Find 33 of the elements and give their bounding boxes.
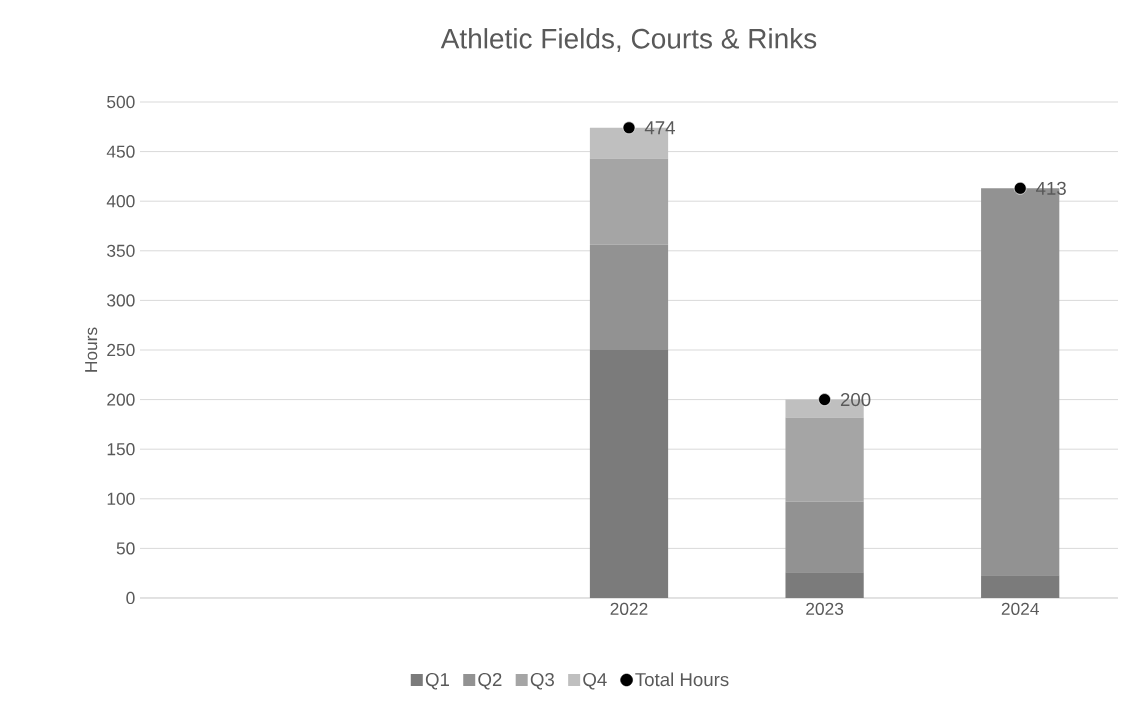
data-label: 200 xyxy=(840,392,871,407)
y-tick-label: 150 xyxy=(107,443,135,456)
legend-label: Q4 xyxy=(583,672,607,690)
bar xyxy=(785,501,864,573)
bar xyxy=(785,572,864,598)
y-tick-label: 400 xyxy=(106,195,135,208)
legend-label: Q3 xyxy=(530,672,554,690)
y-tick-label: 200 xyxy=(107,393,135,406)
bar xyxy=(785,417,864,502)
legend-label: Total Hours xyxy=(635,672,729,687)
y-tick-label: 50 xyxy=(116,542,135,555)
legend-label: Q1 xyxy=(425,672,449,690)
y-tick-label: 300 xyxy=(107,294,135,307)
point xyxy=(1013,181,1027,195)
x-tick-label: 2024 xyxy=(1001,602,1039,615)
bar xyxy=(589,158,669,245)
y-axis-title: Hours xyxy=(85,327,98,372)
y-tick-label: 0 xyxy=(126,591,135,605)
chart-title: Athletic Fields, Courts & Rinks xyxy=(440,28,817,52)
bar xyxy=(981,575,1060,598)
bar xyxy=(589,244,669,350)
bar xyxy=(589,349,669,598)
y-tick-label: 250 xyxy=(107,343,135,357)
point xyxy=(818,393,831,406)
y-tick-label: 350 xyxy=(107,244,135,257)
legend-label: Q2 xyxy=(478,672,502,690)
x-tick-label: 2023 xyxy=(806,602,844,615)
y-tick-label: 500 xyxy=(107,95,135,109)
point xyxy=(622,121,636,135)
y-tick-label: 100 xyxy=(107,492,135,505)
x-tick-label: 2022 xyxy=(610,602,648,615)
y-tick-label: 450 xyxy=(106,145,135,158)
data-label: 474 xyxy=(644,121,675,135)
